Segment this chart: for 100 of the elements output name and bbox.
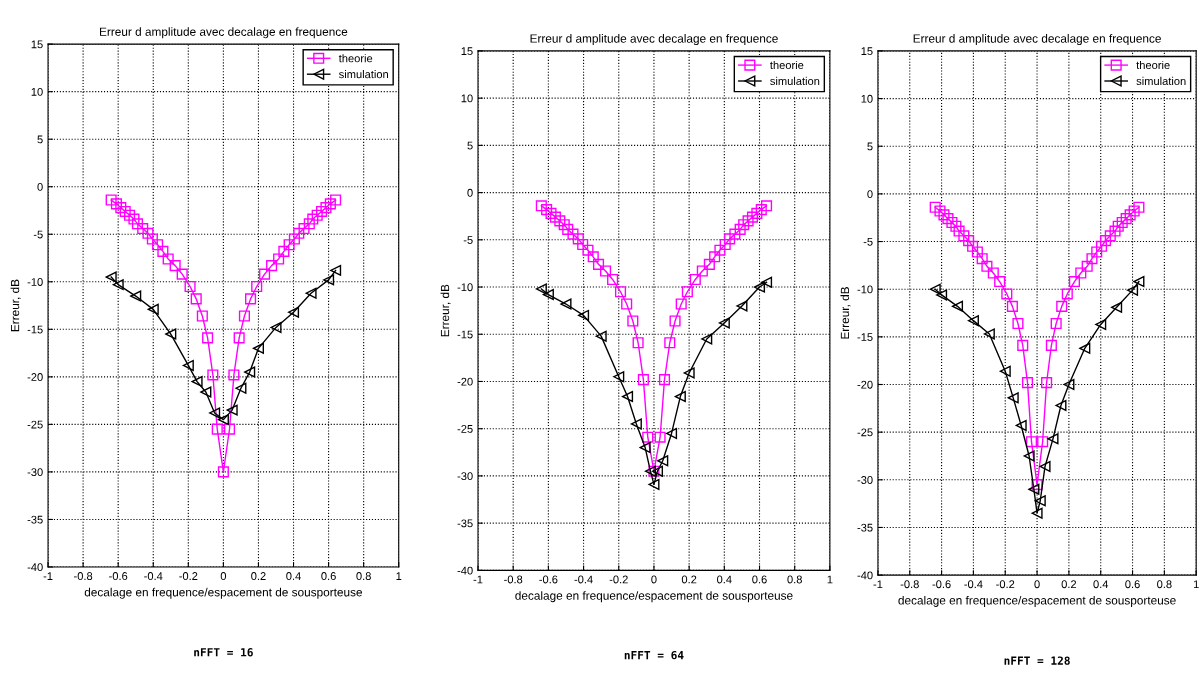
point xyxy=(223,423,236,435)
point xyxy=(1012,317,1024,330)
point xyxy=(567,228,579,240)
point xyxy=(190,293,202,305)
point xyxy=(1133,276,1145,288)
point xyxy=(316,205,328,217)
point xyxy=(288,233,300,245)
y-tick-label: 5 xyxy=(37,135,43,144)
y-axis-title: Erreur, dB xyxy=(440,284,451,337)
point xyxy=(724,233,736,245)
point xyxy=(718,317,730,329)
point xyxy=(1047,433,1059,445)
x-tick-label: 0.2 xyxy=(1061,580,1077,589)
point xyxy=(1031,479,1043,491)
point xyxy=(1017,339,1029,351)
point xyxy=(1128,205,1140,217)
point xyxy=(112,279,124,291)
point xyxy=(545,207,557,219)
point xyxy=(946,216,958,229)
point xyxy=(252,342,265,354)
point xyxy=(142,227,154,239)
point xyxy=(1133,201,1145,213)
point xyxy=(542,289,554,301)
point xyxy=(587,251,599,263)
point xyxy=(1086,253,1098,265)
point xyxy=(1006,300,1018,312)
point xyxy=(330,264,342,276)
point xyxy=(182,359,194,371)
point xyxy=(714,244,726,256)
y-tick-label: -35 xyxy=(27,515,43,524)
point xyxy=(228,369,240,381)
y-tick-label: 5 xyxy=(867,142,873,151)
point xyxy=(147,303,159,315)
point xyxy=(1104,230,1116,242)
y-tick-label: -10 xyxy=(457,283,473,292)
legend-label: simulation xyxy=(770,76,820,85)
y-tick-label: -25 xyxy=(857,428,873,437)
point xyxy=(953,225,965,237)
x-axis-title: decalage en frequence/espacement de sousporteuse xyxy=(84,587,363,599)
text: nFFT = 64 xyxy=(624,650,684,660)
point xyxy=(176,268,188,280)
point xyxy=(983,328,995,340)
point xyxy=(1109,225,1121,237)
x-tick-label: 0.8 xyxy=(356,572,371,580)
point xyxy=(1056,300,1068,312)
y-tick-label: -35 xyxy=(857,523,873,532)
point xyxy=(1099,235,1112,247)
point xyxy=(1120,213,1132,225)
y-tick-label: -25 xyxy=(27,420,43,429)
x-tick-label: 0.8 xyxy=(1157,580,1172,589)
x-axis-title: decalage en frequence/espacement de sousporteuse xyxy=(515,591,793,603)
point xyxy=(577,238,589,251)
x-tick-label: 0 xyxy=(1034,580,1040,589)
point xyxy=(115,202,127,214)
y-tick-label: -5 xyxy=(33,230,43,239)
point xyxy=(1050,317,1062,330)
point xyxy=(644,465,656,477)
chart-title: Erreur d amplitude avec decalage en frequence xyxy=(913,34,1161,46)
point xyxy=(251,280,263,293)
y-tick-label: -30 xyxy=(857,476,873,484)
point xyxy=(674,391,686,403)
point xyxy=(560,298,572,310)
point xyxy=(701,333,713,345)
point xyxy=(244,366,256,378)
x-tick-label: -0.2 xyxy=(996,580,1015,589)
y-tick-label: -15 xyxy=(857,333,873,341)
point xyxy=(169,260,181,272)
point xyxy=(200,386,212,398)
point xyxy=(950,220,962,232)
point xyxy=(1015,419,1027,432)
x-tick-label: 0 xyxy=(220,572,227,580)
y-tick-label: -20 xyxy=(27,373,43,381)
point xyxy=(324,198,336,210)
x-tick-label: -0.8 xyxy=(504,575,523,584)
y-tick-label: -20 xyxy=(457,377,473,386)
point xyxy=(760,200,773,212)
point xyxy=(987,267,999,279)
point xyxy=(1075,267,1087,279)
point xyxy=(278,245,290,257)
point xyxy=(152,239,164,251)
point xyxy=(621,298,633,310)
point xyxy=(621,391,634,403)
x-tick-label: 0 xyxy=(651,575,657,584)
point xyxy=(994,276,1006,288)
x-tick-label: 0.4 xyxy=(1093,580,1109,589)
point xyxy=(1061,288,1073,300)
y-axis-title: Erreur, dB xyxy=(10,279,21,332)
point xyxy=(196,310,208,322)
y-tick-label: 10 xyxy=(461,94,473,103)
point xyxy=(209,407,221,419)
point xyxy=(165,328,177,340)
point xyxy=(245,293,257,305)
y-tick-label: 15 xyxy=(861,47,873,56)
y-tick-label: 5 xyxy=(467,141,473,150)
point xyxy=(1063,378,1075,391)
point xyxy=(1095,318,1107,331)
point xyxy=(736,300,748,312)
point xyxy=(273,253,285,265)
point xyxy=(719,238,731,251)
point xyxy=(729,228,741,240)
